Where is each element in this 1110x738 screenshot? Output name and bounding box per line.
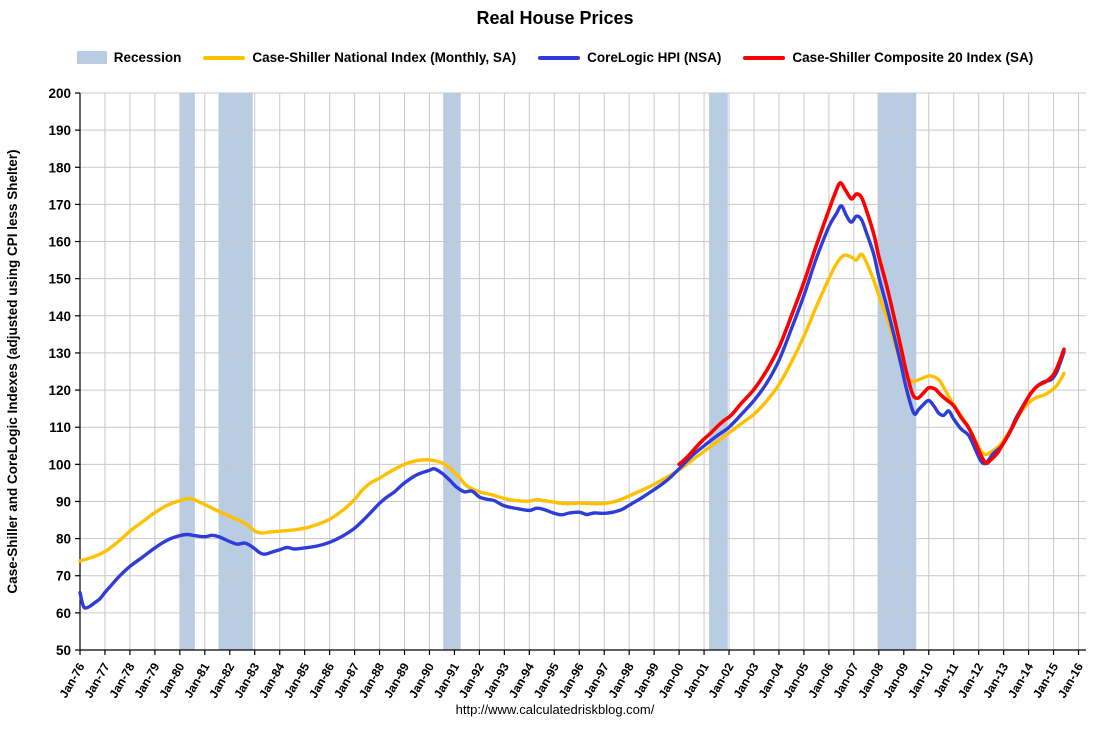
legend-swatch-cs-national-icon (203, 55, 246, 60)
recession-band (218, 93, 253, 650)
chart-plot-area: 50 60 70 80 90 100 110 120 130 140 150 160 170 180 190… (5, 86, 1086, 700)
y-tick-label: 180 (48, 160, 71, 175)
chart-legend: Recession Case-Shiller National Index (Mo… (0, 50, 1110, 65)
recession-band (709, 93, 728, 650)
y-tick-label: 130 (48, 346, 71, 361)
legend-swatch-corelogic-icon (538, 55, 581, 60)
y-tick-label: 120 (48, 383, 71, 398)
legend-label-cs-national: Case-Shiller National Index (Monthly, SA… (252, 50, 517, 65)
legend-label-corelogic: CoreLogic HPI (NSA) (587, 50, 722, 65)
y-tick-label: 140 (48, 309, 71, 324)
y-tick-label: 200 (48, 86, 71, 101)
source-url: http://www.calculatedriskblog.com/ (455, 702, 655, 717)
recession-band (179, 93, 195, 650)
recession-bands (179, 93, 917, 650)
grid-lines (80, 92, 1086, 650)
legend-item-cs-composite20: Case-Shiller Composite 20 Index (SA) (743, 50, 1033, 65)
y-tick-label: 170 (48, 197, 71, 212)
legend-item-recession: Recession (76, 50, 182, 65)
legend-item-corelogic: CoreLogic HPI (NSA) (538, 50, 721, 65)
y-tick-label: 100 (48, 457, 71, 472)
legend-item-cs-national: Case-Shiller National Index (Monthly, SA… (203, 50, 516, 65)
chart-title: Real House Prices (476, 8, 634, 28)
x-tick-label: Jan-16 (1055, 660, 1086, 700)
y-tick-label: 80 (56, 532, 71, 547)
y-tick-label: 150 (48, 272, 71, 287)
series-line-2 (677, 181, 1066, 467)
y-tick-label: 70 (56, 569, 71, 584)
legend-label-cs-composite20: Case-Shiller Composite 20 Index (SA) (792, 50, 1034, 65)
y-tick-label: 160 (48, 235, 71, 250)
y-tick-label: 190 (48, 123, 71, 138)
y-axis-title: Case-Shiller and CoreLogic Indexes (adju… (5, 149, 20, 593)
recession-band (877, 93, 917, 650)
legend-swatch-recession-icon (76, 51, 107, 64)
y-tick-label: 110 (49, 420, 71, 435)
y-tick-label: 90 (56, 494, 71, 509)
y-tick-label: 50 (56, 643, 71, 658)
legend-label-recession: Recession (113, 50, 182, 65)
legend-swatch-cs-composite20-icon (743, 55, 786, 60)
series-line-1 (78, 204, 1066, 610)
series-lines (78, 181, 1066, 610)
recession-band (443, 93, 461, 650)
y-tick-label: 60 (56, 606, 71, 621)
